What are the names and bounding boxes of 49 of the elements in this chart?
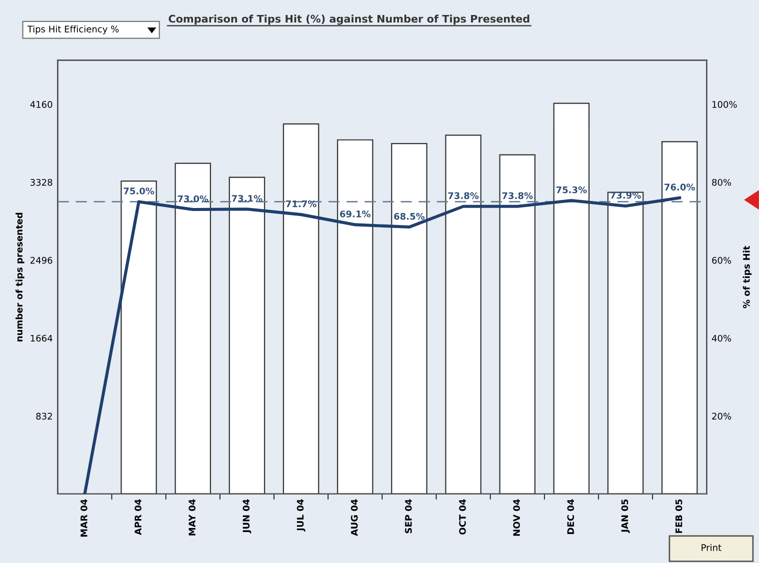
bar bbox=[282, 123, 320, 494]
data-label: 76.0% bbox=[664, 184, 695, 190]
x-tick-label: SEP 04 bbox=[404, 499, 412, 534]
bar bbox=[174, 162, 212, 494]
y-tick-label: 3328 bbox=[30, 178, 52, 186]
bar bbox=[445, 134, 482, 494]
x-tick-label: NOV 04 bbox=[513, 499, 520, 536]
bar bbox=[228, 176, 266, 494]
y-tick-label: 832 bbox=[36, 412, 52, 420]
data-label: 75.0% bbox=[124, 188, 154, 194]
x-tick-label: AUG 04 bbox=[350, 499, 358, 536]
y-axis-title: number of tips presented bbox=[16, 212, 24, 342]
data-label: 73.8% bbox=[448, 192, 479, 200]
x-tick-label: APR 04 bbox=[134, 499, 142, 536]
x-tick-label: JUN 04 bbox=[242, 499, 252, 534]
data-label: 73.1% bbox=[232, 194, 262, 202]
bar bbox=[499, 154, 536, 494]
data-label: 69.1% bbox=[340, 210, 370, 218]
y2-tick-label: 80% bbox=[712, 178, 732, 186]
data-label: 73.9% bbox=[610, 192, 641, 199]
data-label: 75.3% bbox=[556, 186, 587, 194]
bar bbox=[661, 141, 698, 494]
bar bbox=[607, 192, 644, 494]
text: Tips Hit Efficiency % bbox=[27, 25, 119, 34]
y2-tick-label: 40% bbox=[712, 334, 732, 342]
x-tick-label: MAY 04 bbox=[188, 499, 196, 536]
y2-tick-label: 60% bbox=[712, 256, 732, 264]
bar bbox=[336, 139, 374, 494]
data-label: 73.8% bbox=[502, 192, 533, 200]
x-tick-label: JAN 05 bbox=[621, 499, 630, 533]
x-tick-label: DEC 04 bbox=[567, 499, 574, 534]
x-tick-label: MAR 04 bbox=[80, 499, 88, 537]
bar bbox=[391, 143, 428, 494]
bar bbox=[553, 102, 590, 494]
bar bbox=[120, 180, 157, 494]
data-label: 73.0% bbox=[178, 195, 208, 202]
chart-title: Comparison of Tips Hit (%) against Number of Tips Presented bbox=[168, 14, 530, 25]
data-label: 71.7% bbox=[286, 200, 316, 208]
x-tick-label: OCT 04 bbox=[459, 499, 466, 535]
y-tick-label: 1664 bbox=[30, 334, 52, 342]
y2-tick-label: 100% bbox=[712, 101, 737, 108]
y2-axis-title: % of tips Hit bbox=[742, 246, 752, 308]
y2-tick-label: 20% bbox=[712, 412, 732, 420]
y-tick-label: 4160 bbox=[30, 101, 52, 108]
text: Print bbox=[702, 544, 722, 551]
x-tick-label: FEB 05 bbox=[675, 499, 682, 533]
y-tick-label: 2496 bbox=[30, 256, 52, 264]
x-tick-label: JUL 04 bbox=[296, 499, 306, 532]
data-label: 68.5% bbox=[394, 212, 425, 220]
